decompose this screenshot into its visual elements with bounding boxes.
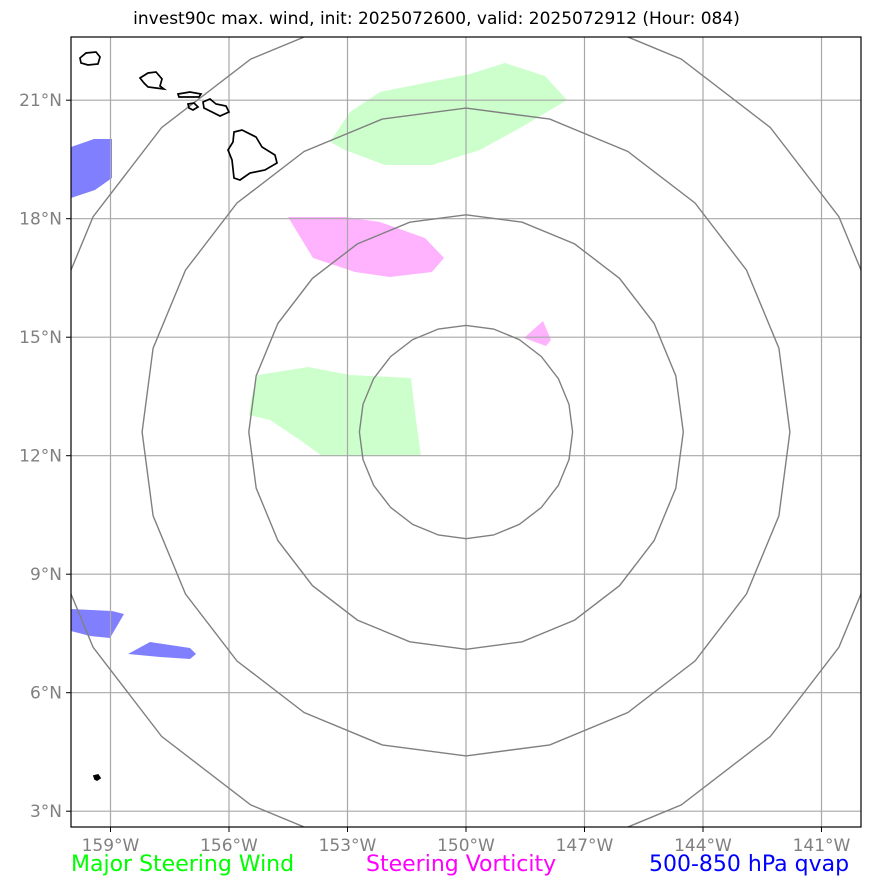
map-title: invest90c max. wind, init: 2025072600, v…: [133, 9, 740, 29]
coastlines: [79, 51, 278, 781]
lat-tick-label: 15°N: [19, 328, 62, 348]
lon-tick-label: 156°W: [200, 836, 258, 856]
range-ring: [248, 214, 685, 651]
lon-tick-label: 159°W: [82, 836, 140, 856]
range-ring: [358, 324, 574, 540]
island-oahu: [138, 71, 168, 91]
qvap-area: [71, 139, 112, 198]
lat-tick-label: 3°N: [30, 802, 62, 822]
lat-tick-label: 9°N: [30, 565, 62, 585]
steering-vorticity-area: [524, 321, 551, 346]
lon-tick-label: 150°W: [437, 836, 495, 856]
lon-tick-label: 144°W: [674, 836, 732, 856]
island-atoll: [92, 774, 102, 781]
lat-tick-label: 12°N: [19, 447, 62, 467]
lat-lon-grid: [71, 37, 861, 827]
lat-tick-label: 21°N: [19, 91, 62, 111]
axis-ticks: 159°W 156°W 153°W 150°W 147°W 144°W 141°W 3°N 6°…: [19, 91, 850, 856]
island-niihau-kauai: [79, 51, 101, 66]
legend-steering-vorticity: Steering Vorticity: [366, 852, 557, 877]
steering-vorticity-area: [288, 217, 444, 277]
lon-tick-label: 147°W: [556, 836, 614, 856]
steering-wind-area: [330, 63, 567, 165]
range-rings: [71, 37, 861, 827]
island-maui: [202, 98, 231, 117]
lon-tick-label: 141°W: [793, 836, 851, 856]
legend-qvap: 500-850 hPa qvap: [649, 852, 850, 877]
lat-tick-label: 18°N: [19, 210, 62, 230]
steering-wind-area: [249, 367, 421, 456]
qvap-area: [128, 642, 196, 659]
range-ring: [71, 37, 861, 827]
range-ring: [141, 107, 791, 757]
island-hawaii: [227, 129, 278, 181]
island-lanai: [186, 102, 200, 111]
lat-tick-label: 6°N: [30, 684, 62, 704]
lon-tick-label: 153°W: [319, 836, 377, 856]
shaded-fields: [71, 63, 567, 659]
island-molokai: [176, 91, 203, 98]
legend-steering-wind: Major Steering Wind: [71, 852, 295, 877]
